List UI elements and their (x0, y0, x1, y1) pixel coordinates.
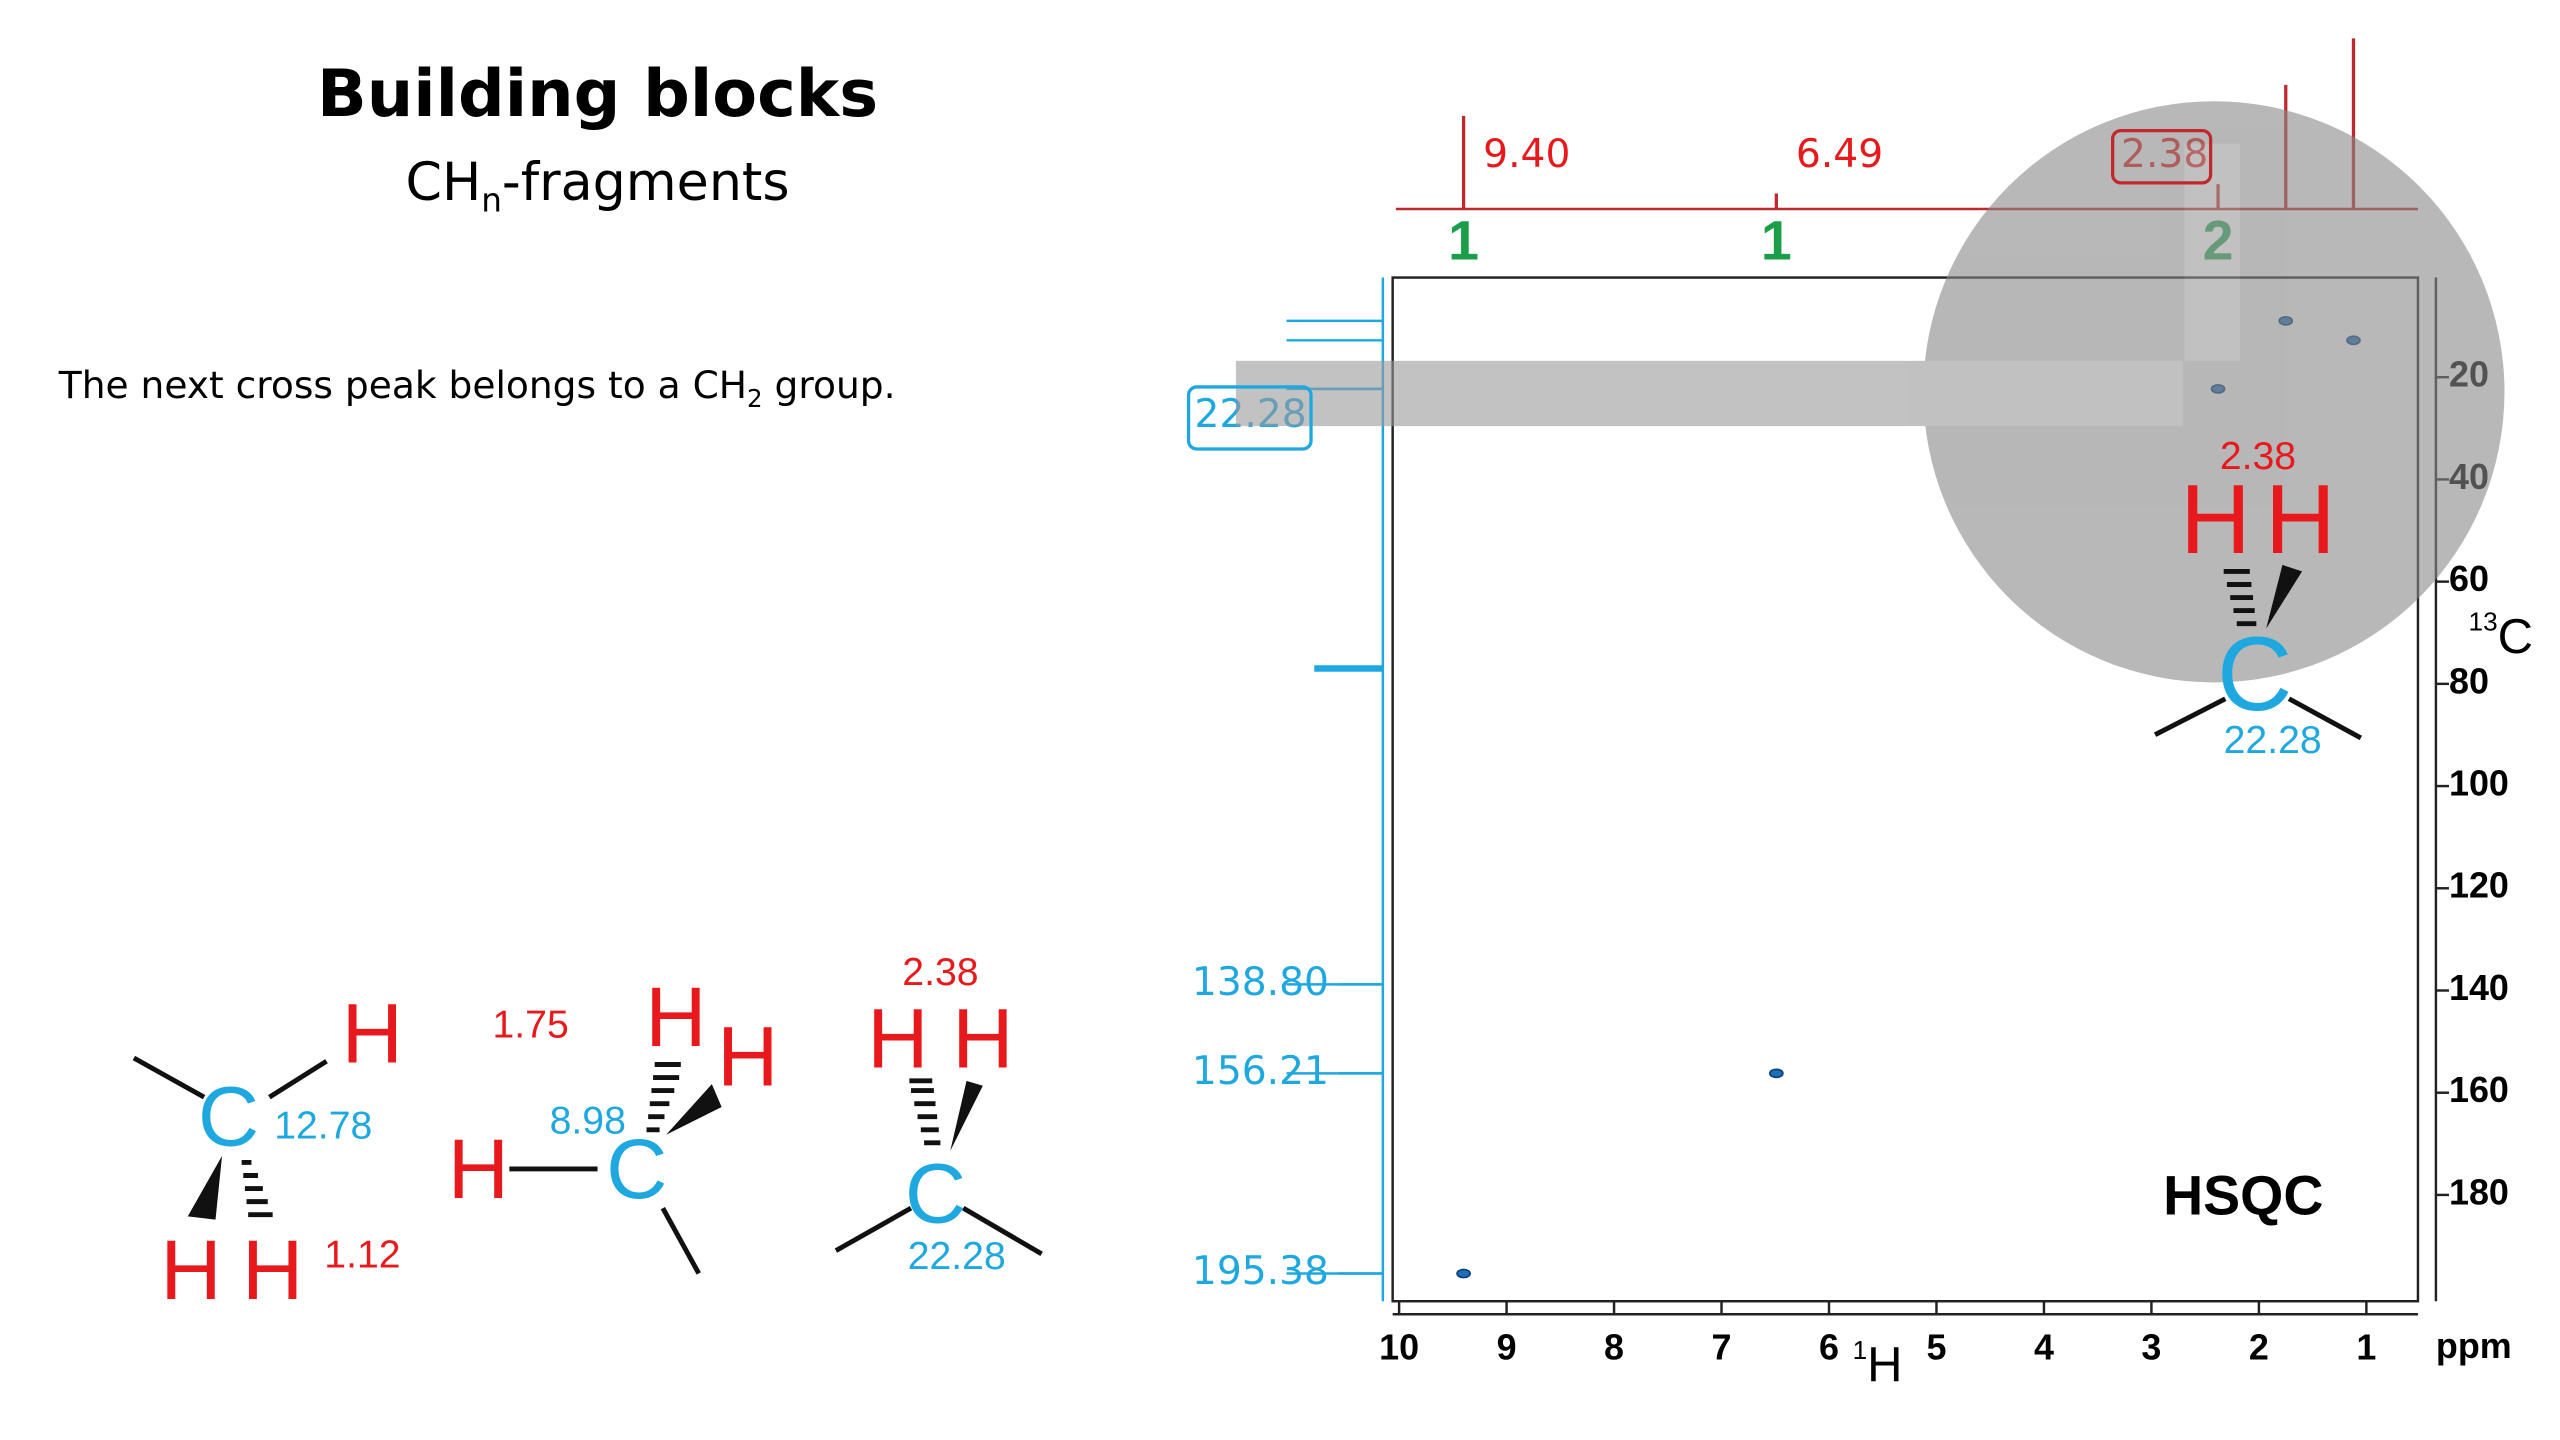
y-tick-label: 80 (2449, 660, 2489, 701)
x-tick-label: 7 (1712, 1327, 1732, 1368)
carbon-shift: 22.28 (2224, 719, 2322, 762)
hash-bond (241, 1160, 273, 1218)
x-tick-label: 8 (1604, 1327, 1624, 1368)
y-tick-label: 120 (2449, 865, 2509, 906)
highlight-bar (2184, 143, 2240, 361)
carbon-shift: 12.78 (274, 1105, 372, 1148)
label-box (2111, 128, 2213, 185)
x-label-sup: 1 (1853, 1335, 1868, 1365)
text-rest: group. (763, 362, 896, 406)
carbon-label: 156.21 (1192, 1049, 1329, 1094)
x-tick-label: 6 (1819, 1327, 1839, 1368)
x-tick-label: 10 (1379, 1327, 1419, 1368)
x-tick-label: 1 (2356, 1327, 2376, 1368)
proton-shift: 1.12 (324, 1233, 400, 1276)
x-tick-label: 5 (1926, 1327, 1946, 1368)
atom: H (717, 1008, 778, 1103)
text-main: The next cross peak belongs to a CH (58, 362, 747, 406)
bond (132, 1055, 206, 1100)
atom: H (645, 969, 706, 1064)
molecule: C H H H 12.78 1.12 (132, 985, 403, 1317)
integral-label: 1 (1761, 210, 1792, 272)
x-tick-label: 2 (2249, 1327, 2269, 1368)
label-box (1186, 385, 1313, 451)
y-tick-label: 140 (2449, 967, 2509, 1008)
cross-peak (1768, 1068, 1784, 1079)
proton-shift: 1.75 (492, 1003, 568, 1046)
wedge (187, 1155, 223, 1220)
bond (962, 1206, 1043, 1256)
y-label-sup: 13 (2469, 607, 2498, 637)
carbon-shift: 22.28 (908, 1235, 1006, 1278)
y-label-main: C (2498, 610, 2533, 664)
carbon-label: 195.38 (1192, 1249, 1329, 1294)
plot-frame (1391, 276, 2420, 1303)
molecule: C H H H 8.98 1.75 (448, 969, 778, 1275)
wedge (666, 1084, 722, 1135)
x-tick-label: 4 (2034, 1327, 2054, 1368)
x-axis-label: 1H (1853, 1335, 1903, 1392)
hash-bond (646, 1062, 681, 1133)
atom: H (342, 985, 403, 1080)
y-tick-label: 180 (2449, 1171, 2509, 1212)
highlight-circle (1923, 101, 2505, 683)
wedge (950, 1080, 983, 1152)
proton-peak-label: 6.49 (1796, 132, 1883, 177)
cross-peak (1456, 1268, 1471, 1279)
text-sub: 2 (747, 384, 763, 413)
molecule: C H H 22.28 2.38 (2153, 435, 2362, 762)
atom: C (905, 1145, 966, 1240)
carbon-label: 138.80 (1192, 960, 1329, 1005)
x-tick-label: 3 (2141, 1327, 2161, 1368)
bond (2153, 696, 2227, 737)
hash-bond (2223, 568, 2257, 627)
y-tick-label: 100 (2449, 763, 2509, 804)
atom: H (2265, 464, 2336, 574)
atom: C (606, 1121, 667, 1216)
atom: C (198, 1069, 259, 1164)
bond (660, 1206, 701, 1275)
proton-shift: 2.38 (902, 951, 978, 994)
bond (2287, 696, 2362, 741)
molecule: C H H 22.28 2.38 (834, 951, 1043, 1278)
y-axis-label: 13C (2469, 607, 2533, 664)
title: Building blocks (317, 56, 878, 132)
atom: H (242, 1222, 303, 1317)
atom: H (448, 1121, 509, 1216)
bond (268, 1059, 328, 1100)
atom: H (867, 990, 928, 1085)
carbon-shift: 8.98 (550, 1100, 626, 1143)
wedge (2266, 564, 2303, 629)
atom: H (160, 1222, 221, 1317)
x-label-main: H (1867, 1338, 1902, 1392)
subtitle-main: CH (405, 153, 481, 213)
x-tick-label: 9 (1497, 1327, 1517, 1368)
subtitle-rest: -fragments (502, 153, 790, 213)
atom: H (952, 990, 1013, 1085)
hsqc-spectrum: 109876543211Hppm204060801001201401601801… (1192, 38, 2533, 1392)
highlight (1235, 101, 2505, 683)
proton-peak-label: 9.40 (1483, 132, 1570, 177)
atom: H (2180, 464, 2251, 574)
integral-label: 1 (1448, 210, 1479, 272)
subtitle-sub: n (481, 181, 502, 219)
y-tick-label: 160 (2449, 1069, 2509, 1110)
description: The next cross peak belongs to a CH2 gro… (58, 362, 896, 413)
atom: C (2217, 616, 2292, 733)
hash-bond (909, 1078, 941, 1146)
subtitle: CHn-fragments (405, 153, 789, 219)
y-tick-label: 60 (2449, 558, 2489, 599)
plot-title: HSQC (2163, 1165, 2323, 1227)
proton-shift: 2.38 (2220, 435, 2296, 478)
unit-label: ppm (2436, 1325, 2512, 1366)
bond (834, 1206, 913, 1253)
highlight-bar (1235, 360, 2183, 427)
